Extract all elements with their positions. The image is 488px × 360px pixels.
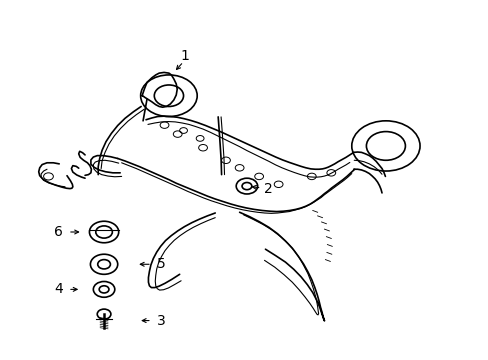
Text: 4: 4 xyxy=(54,282,62,296)
Text: 2: 2 xyxy=(263,182,272,196)
Text: 1: 1 xyxy=(180,49,189,63)
Text: 3: 3 xyxy=(157,314,165,328)
Text: 5: 5 xyxy=(157,257,165,271)
Text: 6: 6 xyxy=(54,225,62,239)
